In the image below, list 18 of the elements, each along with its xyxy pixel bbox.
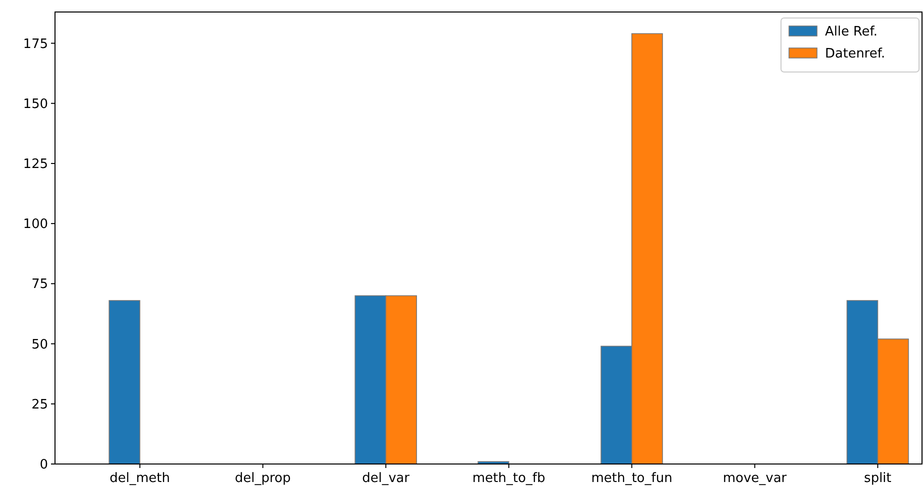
x-tick-label: meth_to_fun	[591, 471, 672, 486]
y-tick-label: 100	[23, 217, 48, 232]
legend-label: Datenref.	[825, 46, 886, 62]
x-tick-label: del_prop	[234, 471, 291, 486]
x-tick-label: del_var	[362, 471, 410, 486]
x-tick-label: del_meth	[110, 471, 170, 486]
y-tick-label: 175	[23, 36, 48, 52]
x-tick-label: move_var	[722, 471, 788, 486]
legend-label: Alle Ref.	[825, 24, 878, 40]
x-tick-label: split	[864, 471, 892, 486]
bar	[108, 300, 140, 464]
y-tick-label: 25	[31, 397, 48, 412]
y-tick-label: 50	[31, 337, 48, 352]
y-tick-label: 150	[23, 96, 48, 112]
y-tick-label: 125	[23, 157, 48, 172]
y-tick-label: 0	[40, 458, 48, 473]
y-tick-label: 75	[31, 277, 48, 292]
x-tick-label: meth_to_fb	[472, 471, 546, 486]
